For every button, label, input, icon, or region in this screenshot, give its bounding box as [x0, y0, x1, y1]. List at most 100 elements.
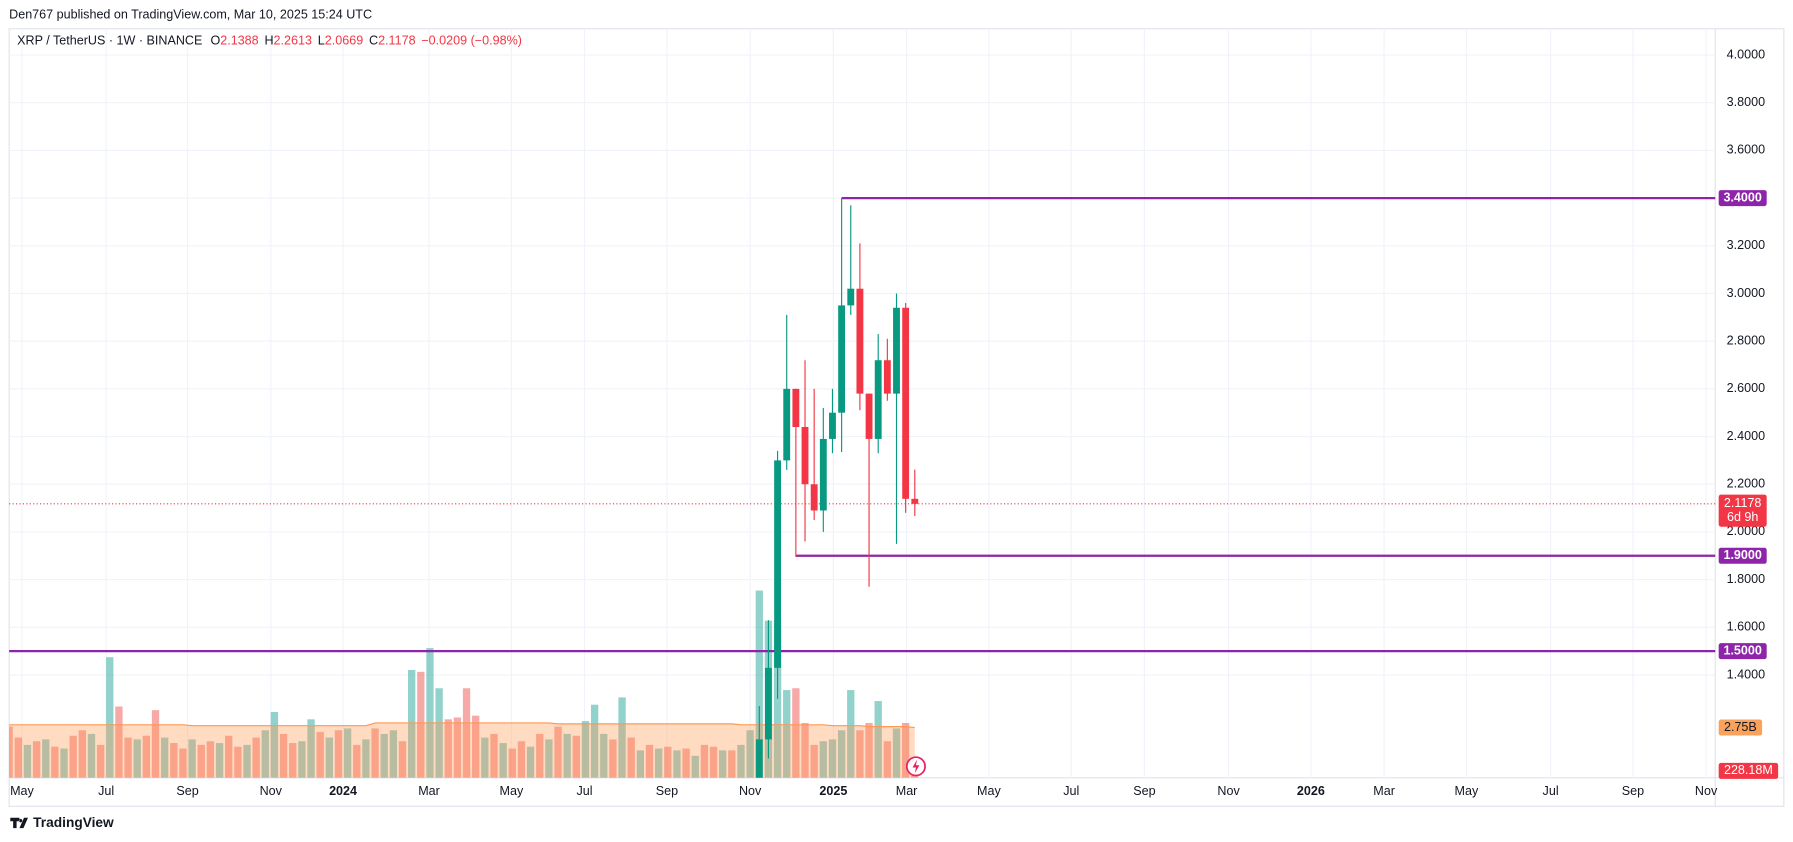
volume-bar	[14, 737, 22, 778]
volume-bar	[9, 726, 13, 778]
x-tick-label: Sep	[176, 784, 198, 798]
volume-bar	[892, 728, 901, 778]
volume-bar	[856, 730, 864, 778]
volume-bar	[133, 739, 141, 778]
x-tick-label: Mar	[1373, 784, 1395, 798]
candle-body	[764, 667, 772, 740]
y-tick-label: 1.8000	[1727, 572, 1765, 586]
candle-body	[783, 388, 791, 461]
volume-bar	[773, 620, 782, 778]
volume-bar	[197, 744, 205, 778]
volume-bar	[737, 744, 745, 778]
brand-logo	[10, 817, 29, 829]
last-price-box	[1718, 494, 1767, 527]
x-tick-label: Jul	[1063, 784, 1079, 798]
volume-bar	[362, 739, 370, 778]
ohlc-value: 2.0669	[325, 34, 363, 48]
volume-bar	[334, 730, 343, 778]
y-tick-label: 2.6000	[1727, 381, 1765, 395]
volume-bar	[353, 744, 361, 778]
volume-bar	[307, 719, 315, 778]
symbol: XRP / TetherUS · 1W · BINANCE	[17, 34, 202, 48]
volume-bar	[444, 719, 452, 778]
volume-bar	[691, 755, 699, 778]
volume-ma-line	[9, 722, 915, 729]
ohlc-value: 2.2613	[274, 34, 312, 48]
x-tick-label: May	[977, 784, 1001, 798]
levels	[9, 196, 1716, 653]
volume-bar	[142, 735, 151, 778]
ohlc-letter: L	[318, 34, 325, 48]
volume-bar	[60, 748, 68, 778]
volume-bar	[819, 741, 827, 778]
volume-bar	[289, 743, 297, 778]
candle-body	[856, 288, 864, 394]
volume-bar	[810, 744, 818, 778]
x-tick-label: 2025	[819, 784, 847, 798]
volume-bar	[417, 671, 425, 778]
candle-body	[911, 498, 919, 504]
volume-bar	[636, 750, 645, 778]
y-tick-label: 3.8000	[1727, 95, 1765, 109]
axes: 1.4000 1.6000 1.8000 2.0000 2.2000 2.4000 2.60…	[10, 47, 1779, 798]
y-tick-label: 3.6000	[1727, 143, 1765, 157]
volume-bar	[279, 733, 288, 778]
volume-bar	[42, 739, 50, 778]
candle-body	[819, 438, 827, 511]
chart-frame	[8, 28, 1785, 807]
volume-bar	[883, 741, 892, 778]
alert-icon	[905, 756, 926, 777]
volume-bar	[673, 750, 681, 778]
volume-bar	[654, 748, 663, 778]
volume-bar	[215, 743, 224, 778]
volume-bar	[783, 690, 791, 778]
volume-bar	[435, 688, 443, 778]
volume-bar	[545, 739, 553, 778]
change: −0.0209 (−0.98%)	[421, 34, 522, 48]
y-tick-label: 4.0000	[1727, 47, 1765, 61]
volume-bar	[453, 717, 462, 778]
x-tick-label: May	[500, 784, 524, 798]
volume-bar	[645, 744, 654, 778]
volume-bar	[600, 733, 608, 778]
volume-bar	[325, 737, 333, 778]
ohlc-value: 2.1178	[378, 34, 416, 48]
candle-body	[883, 360, 891, 394]
countdown: 6d 9h	[1727, 510, 1758, 524]
level-label-box	[1718, 547, 1767, 564]
volume-bar	[371, 728, 379, 778]
ohlc-value: 2.1388	[220, 34, 258, 48]
candle-body	[865, 393, 873, 439]
volume-ma-label: 2.75B	[1724, 720, 1757, 734]
ohlc-letter: H	[264, 34, 273, 48]
published-note: Den767 published on TradingView.com, Mar…	[9, 7, 372, 21]
y-tick-label: 2.0000	[1727, 524, 1765, 538]
volume-bar	[426, 648, 434, 778]
x-tick-label: Jul	[1543, 784, 1559, 798]
volume-bar	[51, 746, 59, 778]
volume-bar	[161, 737, 169, 778]
volume-bar	[618, 697, 626, 778]
volume-bar	[462, 688, 471, 778]
volume-bar	[398, 741, 407, 778]
volume-bar	[243, 744, 251, 778]
y-tick-label: 3.0000	[1727, 286, 1765, 300]
x-tick-label: 2026	[1297, 784, 1325, 798]
x-tick-label: Nov	[1695, 784, 1718, 798]
candle-body	[902, 307, 910, 499]
volume-bar	[792, 688, 800, 778]
volume-bar	[234, 746, 242, 778]
candles	[755, 198, 919, 778]
candle-body	[874, 360, 882, 439]
volume-bar	[609, 739, 617, 778]
x-tick-label: Jul	[98, 784, 114, 798]
volume-bar	[252, 737, 260, 778]
volume-ma-area	[9, 722, 915, 778]
x-tick-label: Sep	[1622, 784, 1644, 798]
volume-bar	[298, 741, 306, 778]
x-tick-label: Sep	[656, 784, 678, 798]
ohlc-letter: O	[210, 34, 220, 48]
volume-bar	[32, 741, 41, 778]
level-label: 1.5000	[1723, 643, 1761, 657]
candle-body	[847, 288, 855, 306]
